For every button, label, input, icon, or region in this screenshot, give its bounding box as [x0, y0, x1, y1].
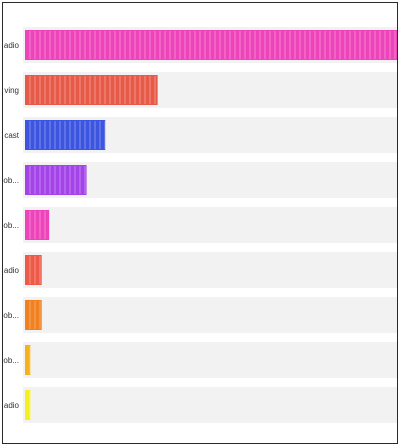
category-tick-label: cast	[4, 131, 19, 140]
bar	[25, 210, 50, 240]
bar-track	[23, 297, 397, 333]
bar-track	[23, 252, 397, 288]
category-tick-label: adio	[4, 266, 20, 275]
category-tick-label: ving	[4, 86, 19, 95]
category-tick-label: ob...	[3, 176, 19, 185]
bar	[25, 165, 87, 195]
bar	[25, 345, 31, 375]
bar	[25, 30, 397, 60]
category-tick-label: ob...	[3, 221, 19, 230]
bar	[25, 300, 42, 330]
category-tick-label: ob...	[3, 311, 19, 320]
bar	[25, 390, 31, 420]
bar-track	[23, 207, 397, 243]
bar-track	[23, 342, 397, 378]
category-tick-label: ob...	[3, 356, 19, 365]
bar-track	[23, 387, 397, 423]
bar	[25, 120, 106, 150]
bar	[25, 75, 158, 105]
category-tick-label: adio	[4, 401, 20, 410]
category-tick-label: adio	[4, 41, 20, 50]
bar	[25, 255, 42, 285]
bar-chart: adio ving cast ob... ob... adio ob... ob... adio	[3, 27, 397, 423]
